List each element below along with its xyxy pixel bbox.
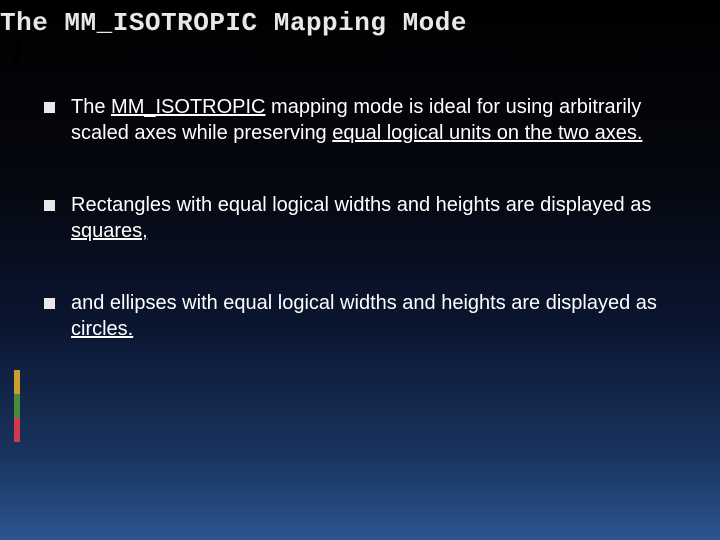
- slide-title: The MM_ISOTROPIC Mapping Mode: [0, 8, 467, 38]
- text-run-underline: squares,: [71, 220, 148, 242]
- accent-bar-green: [14, 394, 20, 418]
- accent-bar-black: [14, 34, 20, 68]
- bullet-item: Rectangles with equal logical widths and…: [44, 192, 690, 244]
- text-run: The: [71, 96, 111, 118]
- bullet-text: Rectangles with equal logical widths and…: [71, 192, 690, 244]
- bullet-marker-icon: [44, 102, 55, 113]
- bullet-text: and ellipses with equal logical widths a…: [71, 290, 690, 342]
- text-run: Rectangles with equal logical widths and…: [71, 194, 651, 216]
- bullet-marker-icon: [44, 298, 55, 309]
- bullet-item: The MM_ISOTROPIC mapping mode is ideal f…: [44, 94, 690, 146]
- slide-body: The MM_ISOTROPIC mapping mode is ideal f…: [44, 94, 690, 388]
- bullet-text: The MM_ISOTROPIC mapping mode is ideal f…: [71, 94, 690, 146]
- text-run-underline: MM_ISOTROPIC: [111, 96, 265, 118]
- accent-bar-red: [14, 418, 20, 442]
- text-run-underline: equal logical units on the two axes.: [332, 122, 642, 144]
- bullet-marker-icon: [44, 200, 55, 211]
- text-run-underline: circles.: [71, 318, 133, 340]
- bullet-item: and ellipses with equal logical widths a…: [44, 290, 690, 342]
- text-run: and ellipses with equal logical widths a…: [71, 292, 657, 314]
- accent-bar-gold: [14, 370, 20, 394]
